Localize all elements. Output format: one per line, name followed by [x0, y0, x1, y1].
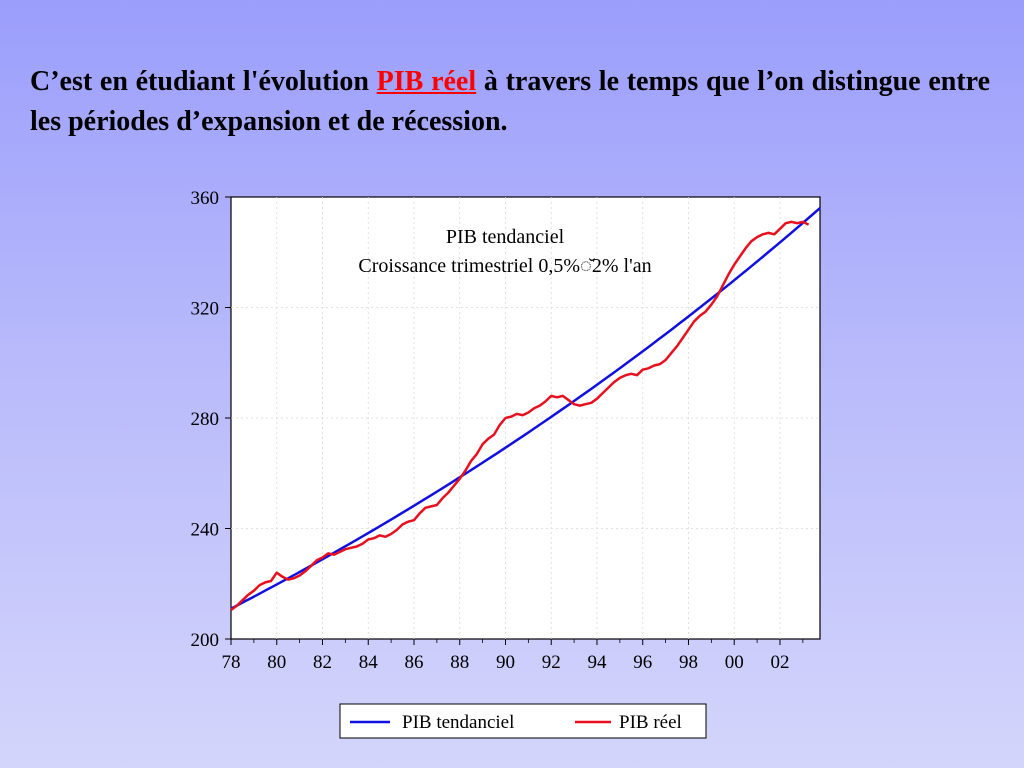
series-line-pib-tendanciel — [230, 207, 821, 610]
legend-label-real: PIB réel — [619, 712, 682, 733]
annotation-line-1: PIB tendanciel — [446, 226, 565, 248]
x-tick-label: 92 — [542, 652, 561, 673]
y-tick-label: 360 — [191, 188, 220, 209]
x-tick-label: 02 — [770, 652, 789, 673]
series-layer — [230, 207, 821, 612]
x-tick-label: 94 — [587, 652, 607, 673]
title-text-before: C’est en étudiant l'évolution — [30, 66, 377, 97]
axis-layer: 200 240 280 320 360 78 80 82 84 86 88 90 92 94 96 98 00 0… — [191, 188, 804, 673]
y-tick-label: 280 — [191, 409, 220, 430]
legend-box — [339, 703, 707, 739]
y-tick-label: 240 — [191, 520, 220, 541]
x-tick-label: 86 — [404, 652, 423, 673]
x-tick-label: 96 — [633, 652, 652, 673]
series-line-pib-reel — [230, 220, 810, 612]
title-highlight: PIB réel — [376, 66, 477, 97]
legend-label-trend: PIB tendanciel — [402, 712, 514, 733]
x-tick-label: 82 — [313, 652, 332, 673]
x-tick-label: 80 — [267, 652, 286, 673]
x-tick-label: 90 — [496, 652, 515, 673]
annotation-line-2: Croissance trimestriel 0,5%◌̆2% l'an — [358, 255, 651, 277]
x-tick-label: 84 — [359, 652, 379, 673]
x-tick-label: 88 — [450, 652, 469, 673]
y-tick-label: 320 — [191, 299, 220, 320]
x-tick-label: 98 — [679, 652, 698, 673]
x-tick-label: 78 — [222, 652, 241, 673]
x-tick-label: 00 — [725, 652, 744, 673]
y-tick-label: 200 — [191, 630, 220, 651]
title-text-after: à travers le temps que l’on distingue en… — [30, 66, 991, 137]
slide-title: C’est en étudiant l'évolution PIB réel à… — [30, 62, 990, 142]
legend: PIB tendanciel PIB réel — [339, 703, 707, 739]
